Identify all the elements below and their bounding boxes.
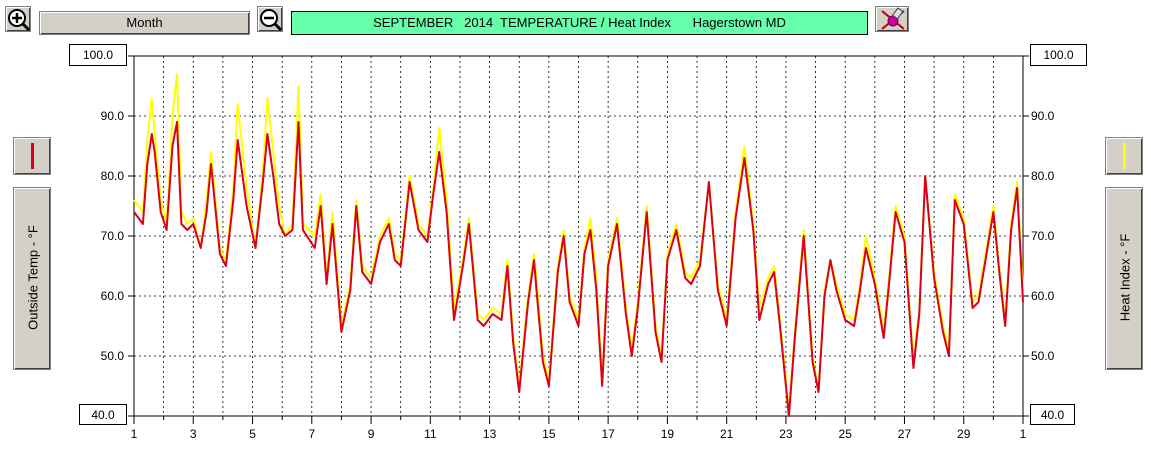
x-tick-label: 27 (898, 427, 912, 441)
temp-legend-swatch[interactable] (13, 137, 51, 175)
x-tick-label: 1 (131, 427, 138, 441)
y-tick-label-left: 80.0 (101, 169, 125, 183)
heat-index-series-button[interactable]: Heat Index - °F (1105, 187, 1143, 370)
y-tick-label-right: 80.0 (1031, 169, 1055, 183)
series-lines (133, 73, 1024, 417)
y-tick-label-right: 90.0 (1031, 109, 1055, 123)
right-ymin-box[interactable]: 40.0 (1030, 404, 1075, 425)
right-ymax-box[interactable]: 100.0 (1030, 44, 1087, 66)
y-tick-label-left: 70.0 (101, 229, 125, 243)
x-tick-label: 9 (368, 427, 375, 441)
y-tick-label-right: 60.0 (1031, 289, 1055, 303)
temp-series-button[interactable]: Outside Temp - °F (13, 187, 51, 370)
y-tick-label-left: 60.0 (101, 289, 125, 303)
left-ymax-box[interactable]: 100.0 (69, 44, 127, 66)
x-axis-ticks: 1 3 5 7 9 11 13 15 17 19 21 23 25 27 29 1 (131, 416, 1027, 441)
y-tick-label-right: 70.0 (1031, 229, 1055, 243)
x-tick-label: 5 (249, 427, 256, 441)
x-tick-label: 13 (483, 427, 497, 441)
zoom-in-icon (8, 9, 31, 32)
zoom-out-icon (260, 9, 283, 32)
x-tick-label: 23 (779, 427, 793, 441)
outside-temp-f-line (133, 121, 1024, 417)
x-tick-label: 1 (1020, 427, 1027, 441)
zoom-in-button[interactable] (5, 6, 31, 32)
heat-index-legend-swatch[interactable] (1105, 137, 1143, 175)
x-tick-label: 7 (308, 427, 315, 441)
temp-swatch-line (31, 143, 34, 169)
paint-tool-icon (881, 7, 905, 30)
y-axis-ticks: 90.0 90.0 80.0 80.0 70.0 70.0 60.0 60.0 50.0 50.0 (101, 55, 1055, 417)
x-tick-label: 21 (720, 427, 734, 441)
grid (134, 56, 1023, 416)
zoom-out-button[interactable] (257, 6, 283, 32)
x-tick-label: 19 (661, 427, 675, 441)
left-ymin-box[interactable]: 40.0 (79, 404, 127, 425)
x-tick-label: 29 (957, 427, 971, 441)
paint-tool-button[interactable] (875, 6, 909, 32)
month-button[interactable]: Month (39, 11, 250, 35)
y-tick-label-left: 50.0 (101, 349, 125, 363)
x-tick-label: 3 (190, 427, 197, 441)
x-tick-label: 17 (601, 427, 615, 441)
heat-index-swatch-line (1123, 143, 1126, 169)
chart-title: SEPTEMBER 2014 TEMPERATURE / Heat Index … (291, 11, 868, 35)
y-tick-label-right: 50.0 (1031, 349, 1055, 363)
x-tick-label: 11 (424, 427, 437, 441)
x-tick-label: 25 (839, 427, 853, 441)
x-tick-label: 15 (542, 427, 556, 441)
y-tick-label-left: 90.0 (101, 109, 125, 123)
